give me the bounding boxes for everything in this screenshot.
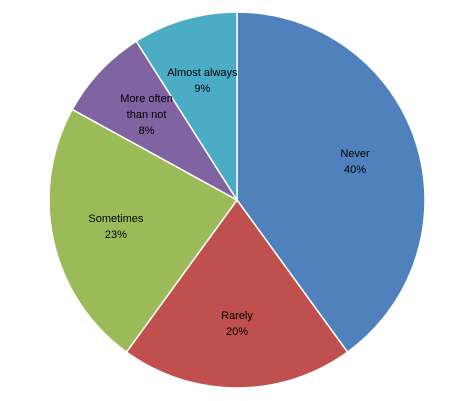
category-label: Never (340, 147, 370, 160)
pie-slice (71, 40, 238, 201)
value-label: 9% (194, 82, 211, 95)
category-label: More often than not (120, 93, 173, 122)
slice-label: Sometimes 23% (71, 203, 161, 251)
pie-slice (135, 11, 238, 203)
value-label: 40% (343, 163, 367, 176)
category-label: Rarely (221, 310, 253, 323)
slice-label: Almost always 9% (157, 57, 247, 105)
slice-label-box: Sometimes 23% (71, 203, 161, 251)
value-label: 20% (225, 326, 249, 339)
slice-label-box: More often than not 8% (102, 91, 192, 139)
slice-label: More often than not 8% (102, 91, 192, 139)
category-label: Sometimes (88, 213, 144, 226)
slice-label: Rarely 20% (192, 300, 282, 348)
slice-label-box: Almost always 9% (157, 57, 247, 105)
category-label: Almost always (167, 66, 238, 79)
pie-slice (236, 11, 426, 354)
pie-slice (48, 108, 239, 354)
value-label: 8% (138, 125, 155, 138)
slice-label: Never 40% (310, 138, 400, 186)
value-label: 23% (104, 229, 127, 242)
slice-label-box: Never 40% (310, 138, 400, 186)
slice-label-box: Rarely 20% (192, 300, 282, 348)
pie-slice (125, 198, 349, 389)
